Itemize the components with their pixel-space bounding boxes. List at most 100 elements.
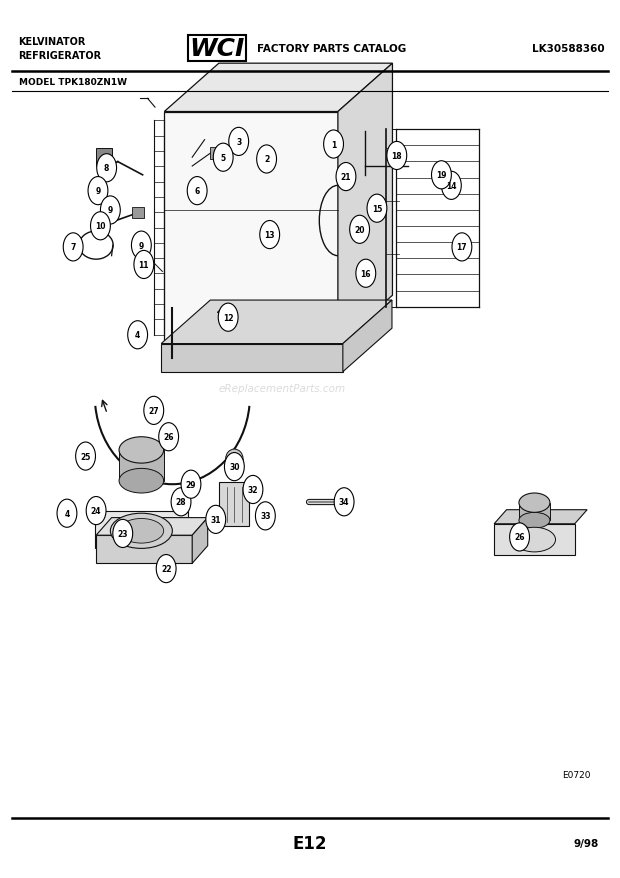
Circle shape [131, 232, 151, 260]
Polygon shape [494, 510, 587, 524]
Circle shape [91, 212, 110, 241]
Polygon shape [343, 300, 392, 372]
Text: 9: 9 [139, 241, 144, 250]
Text: 2: 2 [264, 155, 269, 164]
Circle shape [356, 260, 376, 288]
Text: 26: 26 [164, 433, 174, 442]
Circle shape [441, 172, 461, 200]
Circle shape [387, 142, 407, 170]
Circle shape [171, 488, 191, 516]
Circle shape [243, 476, 263, 504]
Circle shape [255, 502, 275, 530]
Text: 11: 11 [139, 261, 149, 270]
Ellipse shape [119, 519, 164, 543]
Text: 1: 1 [331, 140, 336, 149]
Polygon shape [161, 300, 392, 344]
Circle shape [144, 397, 164, 425]
Text: 9/98: 9/98 [573, 838, 598, 848]
Circle shape [113, 520, 133, 548]
Text: 17: 17 [456, 243, 467, 252]
Circle shape [229, 128, 249, 156]
Circle shape [260, 221, 280, 249]
Polygon shape [338, 64, 392, 344]
Text: 10: 10 [95, 222, 105, 231]
Circle shape [100, 197, 120, 225]
Text: 24: 24 [91, 507, 101, 515]
Text: 12: 12 [223, 313, 233, 322]
Text: 34: 34 [339, 498, 349, 507]
Ellipse shape [519, 493, 550, 513]
Polygon shape [132, 208, 144, 219]
Text: 33: 33 [260, 512, 270, 521]
Ellipse shape [119, 437, 164, 464]
Circle shape [88, 177, 108, 205]
Text: REFRIGERATOR: REFRIGERATOR [19, 51, 102, 61]
Text: 15: 15 [372, 205, 382, 213]
Circle shape [63, 234, 83, 262]
Text: E12: E12 [293, 834, 327, 852]
Text: 6: 6 [195, 187, 200, 196]
Text: 23: 23 [118, 529, 128, 538]
Circle shape [350, 216, 370, 244]
Text: 9: 9 [95, 187, 100, 196]
Text: MODEL TPK180ZN1W: MODEL TPK180ZN1W [19, 78, 126, 87]
Text: 4: 4 [64, 509, 69, 518]
Text: 31: 31 [211, 515, 221, 524]
Text: 18: 18 [391, 152, 402, 161]
Circle shape [336, 163, 356, 191]
Polygon shape [164, 112, 338, 344]
Text: 21: 21 [341, 173, 351, 182]
Circle shape [334, 488, 354, 516]
Text: 30: 30 [229, 463, 239, 471]
Circle shape [510, 523, 529, 551]
Ellipse shape [226, 450, 243, 469]
Text: KELVINATOR: KELVINATOR [19, 37, 86, 47]
Circle shape [156, 555, 176, 583]
Text: 19: 19 [436, 171, 446, 180]
Text: 32: 32 [248, 486, 258, 494]
Circle shape [432, 162, 451, 190]
Text: 29: 29 [186, 480, 196, 489]
Polygon shape [219, 483, 249, 527]
Circle shape [213, 144, 233, 172]
Text: eReplacementParts.com: eReplacementParts.com [218, 383, 346, 393]
Polygon shape [96, 518, 208, 536]
Text: 16: 16 [361, 270, 371, 278]
Polygon shape [519, 503, 550, 521]
Polygon shape [96, 536, 192, 564]
Text: 9: 9 [108, 206, 113, 215]
Text: 25: 25 [81, 452, 91, 461]
Circle shape [97, 155, 117, 183]
Circle shape [134, 251, 154, 279]
Text: 27: 27 [148, 407, 159, 415]
Text: 8: 8 [104, 164, 109, 173]
Circle shape [187, 177, 207, 205]
Ellipse shape [513, 528, 556, 552]
Ellipse shape [226, 463, 243, 477]
Circle shape [76, 443, 95, 471]
Polygon shape [192, 518, 208, 564]
Ellipse shape [119, 469, 164, 493]
Text: 22: 22 [161, 565, 171, 573]
Circle shape [224, 453, 244, 481]
Polygon shape [95, 512, 188, 549]
Text: 26: 26 [515, 533, 525, 542]
Circle shape [181, 471, 201, 499]
Polygon shape [119, 450, 164, 481]
Circle shape [159, 423, 179, 451]
Circle shape [218, 304, 238, 332]
Ellipse shape [519, 513, 550, 529]
Text: 14: 14 [446, 182, 456, 191]
Circle shape [57, 500, 77, 528]
Circle shape [128, 321, 148, 349]
Circle shape [257, 146, 277, 174]
Circle shape [452, 234, 472, 262]
Circle shape [86, 497, 106, 525]
Text: E0720: E0720 [562, 770, 590, 779]
Ellipse shape [110, 514, 172, 549]
Text: WCI: WCI [189, 37, 245, 61]
Polygon shape [161, 344, 343, 372]
Circle shape [206, 506, 226, 534]
Text: 20: 20 [355, 226, 365, 234]
Text: LK30588360: LK30588360 [532, 44, 604, 54]
